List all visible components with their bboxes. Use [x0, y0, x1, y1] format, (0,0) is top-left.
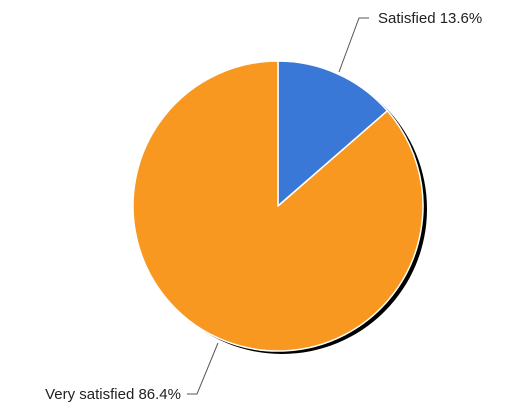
slice-label-satisfied: Satisfied 13.6%: [378, 10, 482, 27]
pie-slice-layer: [132, 60, 424, 352]
pie-slice-very-satisfied: [132, 60, 424, 352]
leader-line-satisfied: [338, 17, 369, 73]
pie-label-layer: Satisfied 13.6% Very satisfied 86.4%: [45, 10, 482, 403]
slice-label-very-satisfied: Very satisfied 86.4%: [45, 386, 181, 403]
pie-slice-satisfied: [277, 60, 389, 207]
leader-line-very-satisfied: [187, 342, 219, 395]
